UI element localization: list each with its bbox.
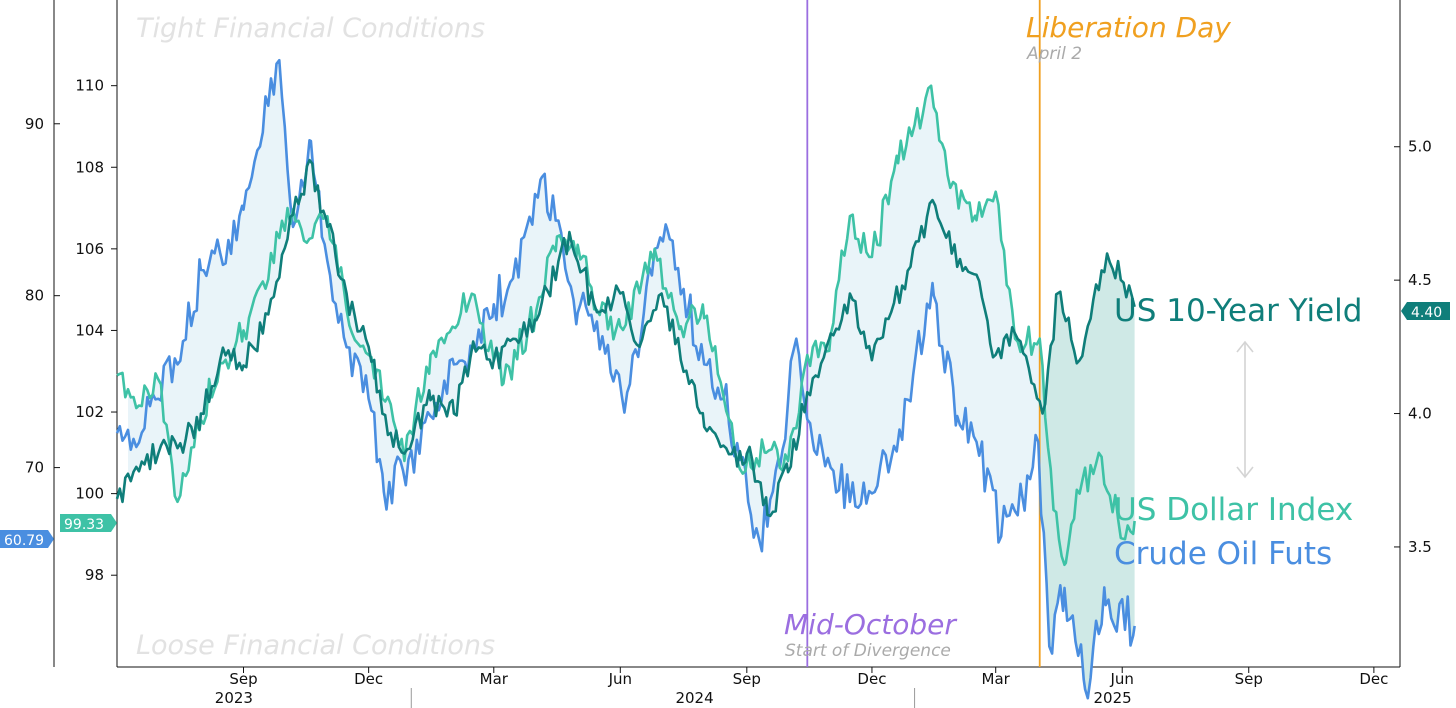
x-year-label: 2024 bbox=[675, 689, 713, 707]
y-tick-label: 102 bbox=[75, 403, 104, 421]
divergence-arrow bbox=[1236, 340, 1254, 479]
last-value-oil: 60.79 bbox=[4, 533, 44, 549]
divergence-fill bbox=[128, 60, 1042, 546]
y-tick-label: 70 bbox=[25, 459, 44, 477]
series-label-crude-oil-futs: Crude Oil Futs bbox=[1114, 536, 1332, 572]
series-label-us-10-year-yield: US 10-Year Yield bbox=[1114, 293, 1362, 329]
event-subtitle-mid-october: Start of Divergence bbox=[785, 641, 951, 661]
y-ticks-layer: 70 80 90 98 100 102 104 106 108 110 3.5 4.0 4.5 5.0 bbox=[25, 77, 1432, 585]
x-tick-label: Mar bbox=[480, 670, 509, 688]
event-subtitle-liberation-day: April 2 bbox=[1026, 44, 1082, 64]
corner-label-top: Tight Financial Conditions bbox=[136, 13, 485, 44]
corner-label-bottom: Loose Financial Conditions bbox=[136, 630, 495, 661]
last-value-tag-dxy: 99.33 bbox=[60, 514, 117, 533]
event-lines-layer bbox=[806, 0, 1041, 667]
y-tick-label: 5.0 bbox=[1408, 138, 1432, 156]
x-tick-label: Dec bbox=[354, 670, 383, 688]
series-lines-layer bbox=[115, 58, 1136, 700]
y-tick-label: 4.0 bbox=[1408, 405, 1432, 423]
y-tick-label: 3.5 bbox=[1408, 538, 1432, 556]
series-line-crude-oil-futs bbox=[115, 58, 1136, 700]
x-tick-label: Dec bbox=[857, 670, 886, 688]
y-tick-label: 90 bbox=[25, 115, 44, 133]
x-ticks-layer: Sep Dec Mar Jun Sep Dec Mar Jun Sep Dec 2023 2024 20… bbox=[215, 667, 1388, 708]
series-label-us-dollar-index: US Dollar Index bbox=[1114, 492, 1353, 528]
series-line-us-10-year-yield bbox=[115, 158, 1136, 518]
y-tick-label: 4.5 bbox=[1408, 271, 1432, 289]
last-value-tag-yield: 4.40 bbox=[1401, 302, 1450, 321]
y-tick-label: 80 bbox=[25, 287, 44, 305]
x-tick-label: Sep bbox=[1235, 670, 1263, 688]
x-tick-label: Jun bbox=[608, 670, 632, 688]
last-value-tag-oil: 60.79 bbox=[0, 530, 54, 549]
x-tick-label: Jun bbox=[1110, 670, 1134, 688]
last-value-dxy: 99.33 bbox=[64, 517, 104, 533]
y-tick-label: 108 bbox=[75, 158, 104, 176]
x-year-label: 2025 bbox=[1094, 689, 1132, 707]
x-year-label: 2023 bbox=[215, 689, 253, 707]
y-tick-label: 100 bbox=[75, 485, 104, 503]
x-tick-label: Mar bbox=[982, 670, 1011, 688]
x-tick-label: Sep bbox=[229, 670, 257, 688]
y-tick-label: 98 bbox=[85, 566, 104, 584]
x-tick-label: Sep bbox=[733, 670, 761, 688]
event-title-liberation-day: Liberation Day bbox=[1026, 11, 1231, 44]
x-tick-label: Dec bbox=[1359, 670, 1388, 688]
y-tick-label: 106 bbox=[75, 240, 104, 258]
last-value-yield: 4.40 bbox=[1411, 305, 1442, 321]
y-tick-label: 104 bbox=[75, 321, 104, 339]
event-title-mid-october: Mid-October bbox=[784, 608, 957, 641]
y-tick-label: 110 bbox=[75, 77, 104, 95]
